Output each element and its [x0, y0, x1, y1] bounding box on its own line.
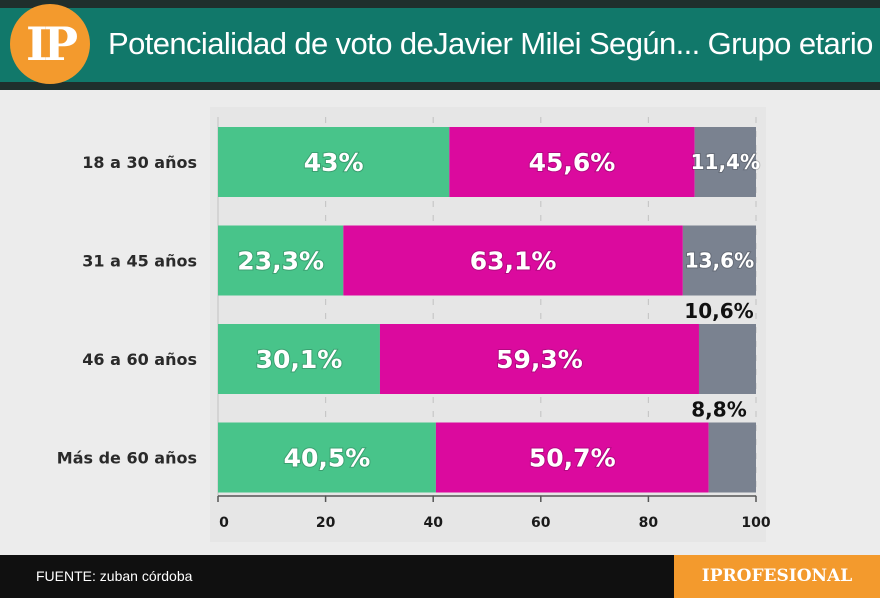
tick-label-100: 100 — [741, 515, 770, 531]
tick-label-80: 80 — [639, 515, 659, 531]
value-label: 11,4% — [691, 150, 760, 174]
value-label: 59,3% — [496, 345, 583, 374]
bar-segment — [379, 324, 699, 394]
bar-segment — [343, 225, 683, 296]
value-label: 63,1% — [470, 247, 557, 276]
category-label: 18 a 30 años — [82, 153, 197, 172]
bar-segment — [682, 225, 756, 296]
value-label: 50,7% — [529, 444, 616, 473]
stacked-bar-chart: 43% 45,6% 11,4% 23,3% 63,1% 13,6% 30,1% 59,3% 10… — [57, 107, 771, 542]
value-label: 43% — [304, 148, 364, 177]
tick-label-40: 40 — [423, 515, 443, 531]
value-label: 8,8% — [691, 398, 746, 422]
bar-segment — [218, 225, 344, 296]
bar-segment — [694, 127, 756, 197]
ip-logo: IP — [10, 4, 90, 84]
category-label: Más de 60 años — [57, 449, 197, 468]
chart-title: Potencialidad de voto deJavier Milei Seg… — [108, 26, 873, 61]
value-label: 45,6% — [529, 148, 616, 177]
tick-label-0: 0 — [219, 515, 229, 531]
tick-label-60: 60 — [531, 515, 551, 531]
value-label: 13,6% — [685, 249, 754, 273]
bar-segment — [218, 422, 436, 493]
header-band — [0, 8, 880, 82]
bar-segment — [698, 324, 756, 394]
value-label: 23,3% — [237, 247, 324, 276]
footer: FUENTE: zuban córdoba IPROFESIONAL — [0, 555, 880, 598]
category-label: 46 a 60 años — [82, 350, 197, 369]
bar-segment — [218, 324, 380, 394]
source-text: FUENTE: zuban córdoba — [36, 568, 193, 584]
bar-segment — [449, 127, 695, 197]
bars: 43% 45,6% 11,4% 23,3% 63,1% 13,6% 30,1% 59,3% 10… — [218, 127, 761, 493]
header: IP Potencialidad de voto deJavier Milei … — [0, 0, 880, 90]
value-label: 30,1% — [256, 345, 343, 374]
iprofesional-brand: IPROFESIONAL — [674, 555, 880, 598]
bar-segment — [218, 127, 450, 197]
tick-label-20: 20 — [316, 515, 336, 531]
bar-segment — [435, 422, 709, 493]
x-tick-labels: 0 20 40 60 80 100 — [219, 515, 771, 531]
value-label: 40,5% — [284, 444, 371, 473]
bar-segment — [708, 422, 756, 493]
category-label: 31 a 45 años — [82, 252, 197, 271]
category-labels: 18 a 30 años 31 a 45 años 46 a 60 años Más … — [57, 153, 197, 468]
value-label: 10,6% — [684, 299, 753, 323]
